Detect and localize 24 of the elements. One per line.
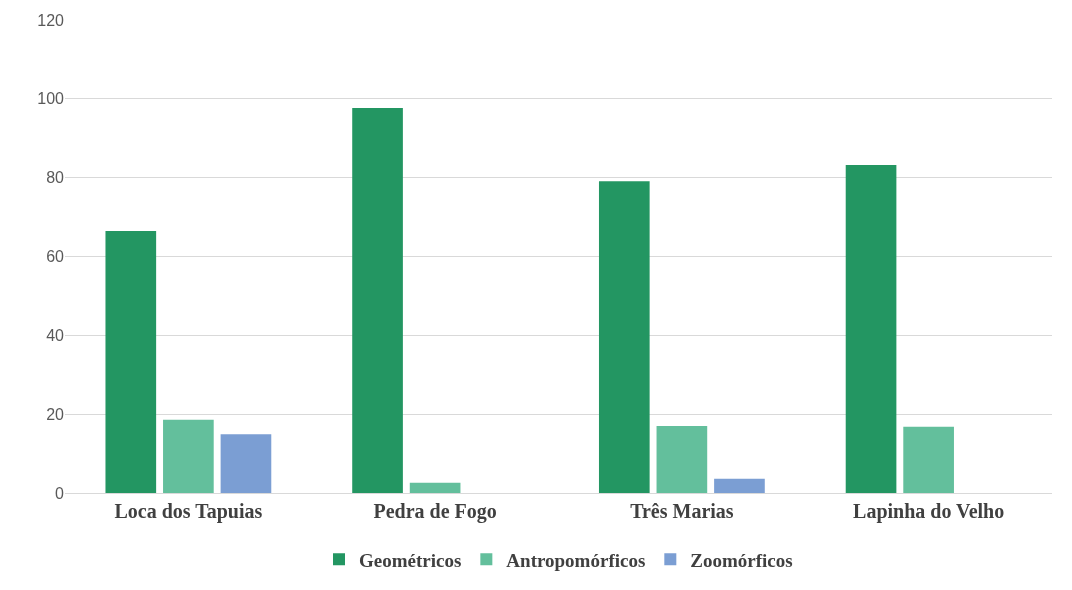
y-tick-label: 40: [46, 326, 65, 344]
y-tick-label: 0: [55, 484, 65, 502]
bar: [598, 181, 650, 493]
bar: [409, 482, 461, 493]
x-tick-label: Lapinha do Velho: [853, 500, 1005, 523]
bar: [903, 426, 954, 493]
y-tick-label: 20: [46, 405, 65, 423]
bar: [352, 107, 403, 493]
legend-label: Antropomórficos: [506, 549, 646, 571]
legend-label: Geométricos: [359, 549, 462, 571]
bar: [845, 165, 897, 493]
x-tick-label: Loca dos Tapuias: [114, 500, 263, 523]
x-tick-label: Três Marias: [630, 500, 734, 522]
bar: [220, 434, 272, 493]
y-tick-label: 100: [37, 90, 65, 108]
bar: [105, 230, 157, 493]
y-tick-label: 80: [46, 169, 65, 187]
bar: [163, 419, 214, 493]
bar: [656, 425, 708, 493]
x-tick-label: Pedra de Fogo: [373, 500, 497, 523]
bar: [714, 478, 765, 493]
y-tick-label: 60: [46, 248, 65, 266]
y-tick-label: 120: [37, 11, 65, 29]
legend-label: Zoomórficos: [690, 549, 793, 571]
